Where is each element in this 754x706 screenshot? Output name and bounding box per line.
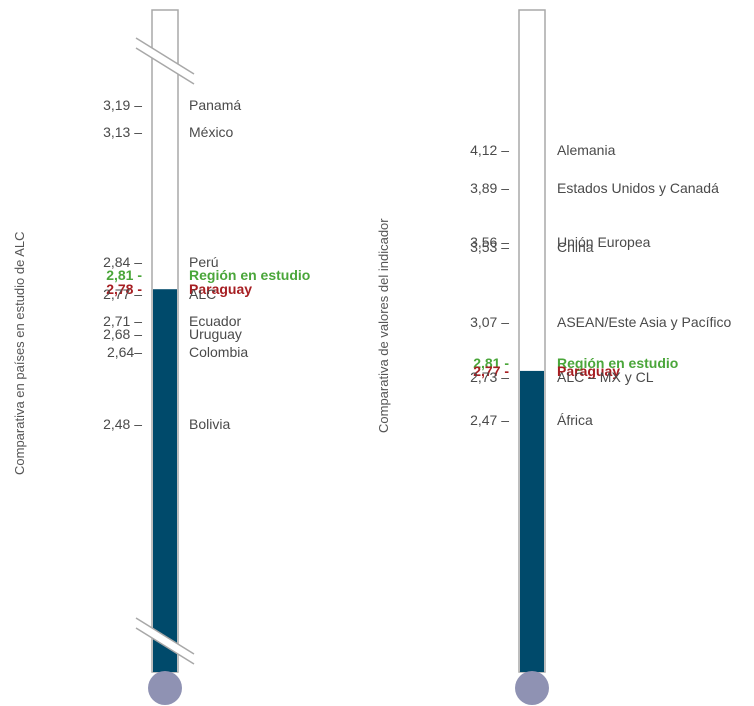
axis-break-line: [135, 617, 195, 655]
axis-break-gap: [136, 38, 194, 84]
category-label: ALC: [189, 285, 217, 302]
category-label: Alemania: [557, 142, 616, 158]
value-label: 2,84 –: [103, 254, 142, 271]
value-label: 3,89 –: [470, 179, 509, 196]
axis-title: Comparativa de valores del indicador: [376, 217, 391, 433]
axis-break-line: [135, 627, 195, 665]
category-label: Unión Europea: [557, 233, 651, 250]
axis-break-line: [135, 47, 195, 85]
category-label: Región en estudio: [189, 266, 311, 283]
category-label: Colombia: [189, 344, 249, 361]
value-label: 2,64–: [106, 344, 142, 361]
value-label: 3,07 –: [470, 313, 509, 330]
category-label: Bolivia: [189, 416, 231, 432]
category-label: Perú: [189, 254, 219, 271]
category-label: Estados Unidos y Canadá: [557, 179, 719, 196]
category-label: ALC – MX y CL: [557, 369, 654, 386]
value-label: 2,47 –: [470, 412, 509, 428]
category-label: África: [557, 412, 593, 428]
value-label: 4,12 –: [470, 142, 509, 158]
category-label: Paraguay: [189, 281, 253, 298]
axis-break-gap: [136, 618, 194, 664]
category-label: Paraguay: [557, 362, 621, 379]
category-label: ASEAN/Este Asia y Pacífico: [557, 313, 732, 330]
value-label: 2,81 -: [106, 266, 142, 283]
category-label: Ecuador: [189, 312, 242, 329]
value-label: 3,53 –: [470, 238, 509, 255]
category-label: Panamá: [189, 97, 242, 113]
value-label: 3,13 –: [103, 123, 142, 140]
value-label: 3,19 –: [103, 97, 142, 113]
category-label: Uruguay: [189, 326, 242, 343]
category-label: Región en estudio: [557, 355, 679, 372]
value-label: 2,81 -: [473, 355, 509, 372]
value-label: 2,48 –: [103, 416, 142, 432]
value-label: 2,73 –: [470, 369, 509, 386]
thermometer-fill: [153, 289, 177, 672]
value-label: 2,68 –: [103, 326, 142, 343]
thermometer-bulb: [515, 671, 549, 705]
value-label: 2,78 -: [106, 281, 142, 298]
value-label: 2,77 –: [103, 285, 142, 302]
axis-title: Comparativa en países en estudio de ALC: [12, 231, 27, 475]
value-label: 3,56 –: [470, 233, 509, 250]
category-label: México: [189, 123, 234, 140]
thermometer-bulb: [148, 671, 182, 705]
category-label: China: [557, 238, 594, 255]
value-label: 2,71 –: [103, 312, 142, 329]
value-label: 2,77 -: [473, 362, 509, 379]
axis-break-line: [135, 37, 195, 75]
thermometer-fill: [520, 370, 544, 672]
